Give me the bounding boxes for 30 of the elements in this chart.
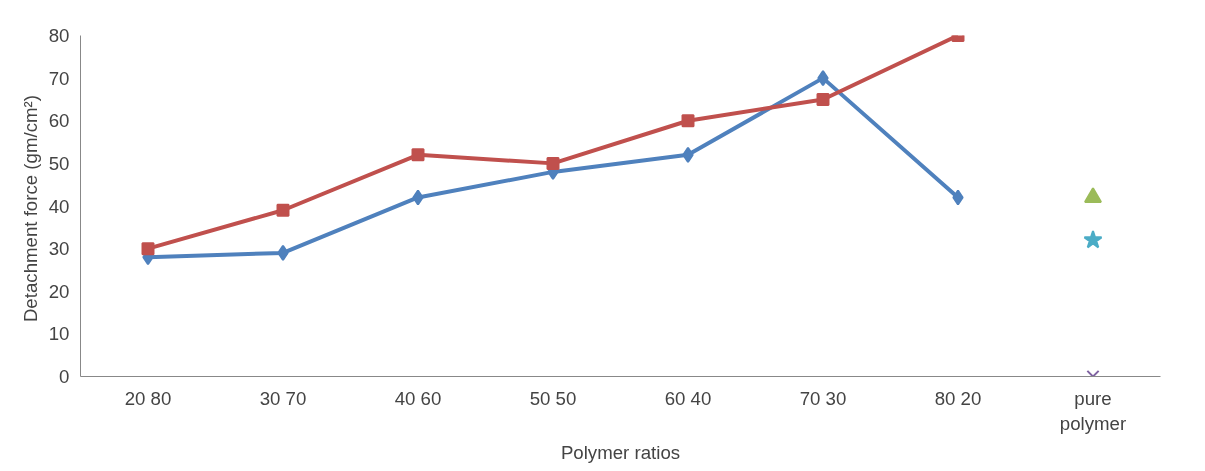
x-tick-label: 50 50 [529, 387, 577, 409]
x-tick-label: pure polymer [1059, 387, 1127, 434]
point [816, 92, 830, 106]
y-tick-label: 20 [48, 280, 70, 302]
x-tick-label: 20 80 [124, 387, 172, 409]
y-tick-label: 30 [48, 238, 70, 260]
point [681, 114, 695, 128]
y-tick-label: 10 [48, 323, 70, 345]
y-tick-label: 60 [48, 110, 70, 132]
x-tick-label: 40 60 [394, 387, 442, 409]
y-axis-title: Detachment force (gm/cm²) [19, 95, 41, 323]
point [277, 244, 289, 261]
x-axis-title: Polymer ratios [560, 441, 681, 463]
x-tick-label: 80 20 [934, 387, 982, 409]
y-tick-label: 70 [48, 67, 70, 89]
x-tick-label: 70 30 [799, 387, 847, 409]
point [682, 146, 694, 163]
point [546, 156, 560, 170]
point [411, 148, 425, 162]
x-tick-label: 60 40 [664, 387, 712, 409]
y-tick-label: 0 [59, 366, 70, 387]
y-tick-label: 40 [48, 195, 70, 217]
y-tick-label: 80 [48, 25, 70, 46]
x-tick-label: 30 70 [259, 387, 307, 409]
point [412, 189, 424, 206]
point [141, 242, 155, 256]
y-tick-label: 50 [48, 152, 70, 174]
point [952, 189, 964, 206]
point [276, 203, 290, 217]
point [817, 70, 829, 87]
